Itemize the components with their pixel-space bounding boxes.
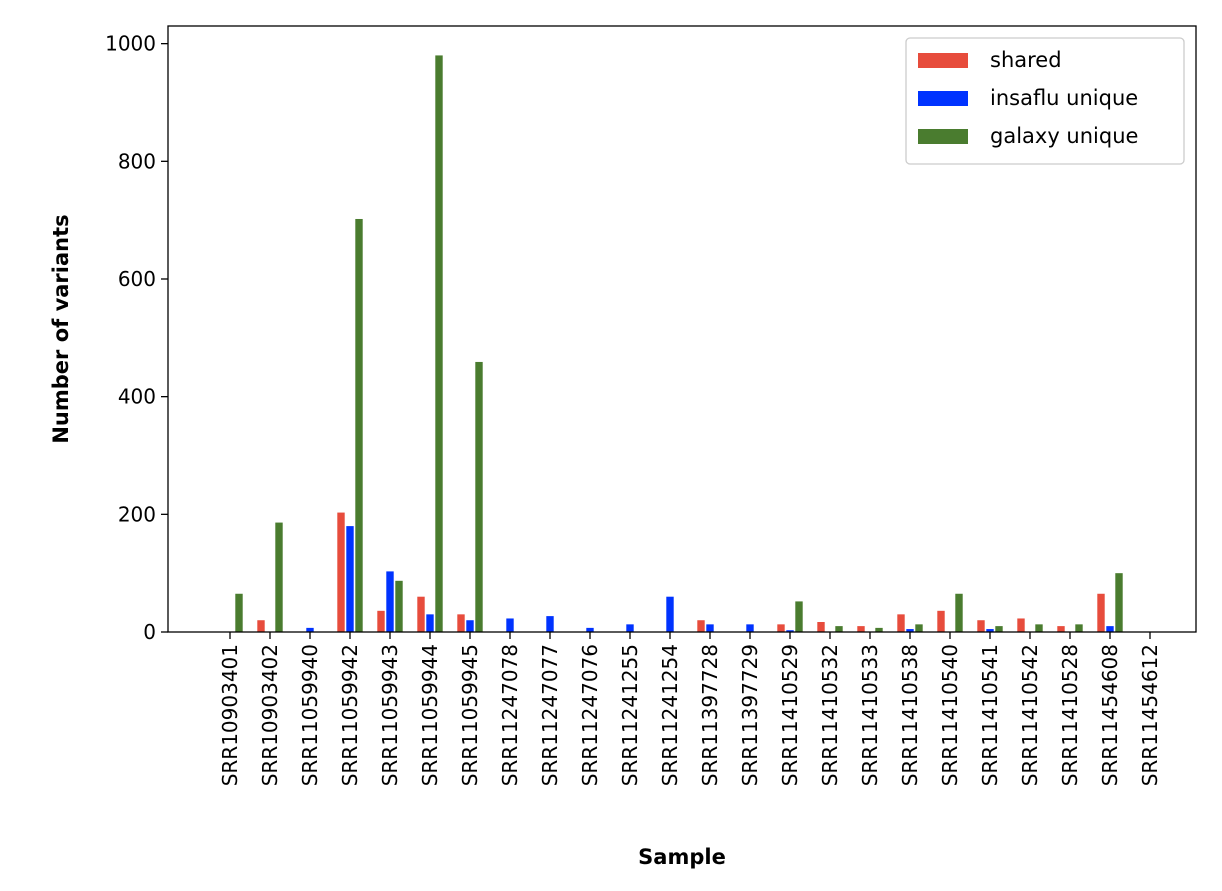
bar-galaxy-unique-SRR11410538 [915, 624, 923, 632]
legend-label-galaxy-unique: galaxy unique [990, 124, 1138, 148]
bar-insaflu-unique-SRR11247076 [586, 627, 594, 632]
bar-galaxy-unique-SRR11410540 [955, 593, 963, 632]
bar-insaflu-unique-SRR11397729 [746, 624, 754, 632]
bar-galaxy-unique-SRR11410542 [1035, 624, 1043, 632]
x-tick-label: SRR11241254 [658, 644, 682, 786]
y-tick-label: 1000 [105, 32, 156, 56]
x-tick-label: SRR11059945 [458, 644, 482, 786]
x-tick-label: SRR11247078 [498, 644, 522, 786]
bar-shared-SRR11410532 [817, 622, 825, 632]
bar-insaflu-unique-SRR11247078 [506, 618, 514, 632]
bar-insaflu-unique-SRR11241254 [666, 596, 674, 632]
bar-insaflu-unique-SRR11059943 [386, 571, 394, 632]
bar-shared-SRR11410541 [977, 620, 985, 632]
bar-galaxy-unique-SRR11059942 [355, 218, 363, 633]
x-tick-label: SRR11454612 [1138, 644, 1162, 786]
x-tick-label: SRR11410542 [1018, 644, 1042, 786]
x-tick-label: SRR11410540 [938, 644, 962, 786]
bars-layer [235, 55, 1123, 633]
x-tick-label: SRR11059942 [338, 644, 362, 786]
legend-swatch-shared [918, 53, 968, 68]
x-axis-ticks: SRR10903401 SRR10903402 SRR11059940 SRR1105… [218, 632, 1162, 786]
x-axis-label: Sample [638, 845, 726, 869]
x-tick-label: SRR11059940 [298, 644, 322, 786]
legend-label-insaflu-unique: insaflu unique [990, 86, 1138, 110]
bar-shared-SRR10903402 [257, 620, 265, 632]
bar-galaxy-unique-SRR11410529 [795, 601, 803, 632]
bar-insaflu-unique-SRR11247077 [546, 616, 554, 632]
legend: shared insaflu unique galaxy unique [905, 37, 1185, 165]
x-tick-label: SRR11397729 [738, 644, 762, 786]
legend-box [905, 37, 1185, 165]
y-axis-ticks: 0 200 400 600 800 1000 [105, 32, 168, 644]
plot-frame [167, 25, 1197, 633]
bar-galaxy-unique-SRR11059944 [435, 55, 443, 633]
bar-insaflu-unique-SRR11059940 [306, 627, 314, 632]
x-tick-label: SRR11410541 [978, 644, 1002, 786]
bar-insaflu-unique-SRR11059944 [426, 614, 434, 632]
x-tick-label: SRR11410532 [818, 644, 842, 786]
x-tick-label: SRR11247076 [578, 644, 602, 786]
x-tick-label: SRR11410538 [898, 644, 922, 786]
bar-insaflu-unique-SRR11397728 [706, 624, 714, 632]
bar-shared-SRR11410540 [937, 610, 945, 632]
bar-shared-SRR11410538 [897, 614, 905, 632]
bar-shared-SRR11059945 [457, 614, 465, 632]
bar-galaxy-unique-SRR10903401 [235, 593, 243, 632]
x-tick-label: SRR11410533 [858, 644, 882, 786]
bar-shared-SRR11454608 [1097, 593, 1105, 632]
bar-insaflu-unique-SRR11410538 [906, 629, 914, 632]
bar-insaflu-unique-SRR11454608 [1106, 626, 1114, 632]
bar-shared-SRR11410542 [1017, 618, 1025, 632]
y-tick-label: 0 [143, 620, 156, 644]
bar-galaxy-unique-SRR11410532 [835, 626, 843, 632]
bar-galaxy-unique-SRR11410533 [875, 627, 883, 632]
x-tick-label: SRR11454608 [1098, 644, 1122, 786]
bar-galaxy-unique-SRR11410528 [1075, 624, 1083, 632]
bar-galaxy-unique-SRR11059945 [475, 361, 483, 632]
bar-insaflu-unique-SRR11241255 [626, 624, 634, 632]
bar-insaflu-unique-SRR11410529 [786, 630, 794, 632]
bar-galaxy-unique-SRR11454608 [1115, 573, 1123, 632]
x-tick-label: SRR10903402 [258, 644, 282, 786]
legend-label-shared: shared [990, 48, 1062, 72]
bar-galaxy-unique-SRR11059943 [395, 580, 403, 632]
bar-insaflu-unique-SRR11410541 [986, 629, 994, 632]
bar-shared-SRR11410528 [1057, 626, 1065, 632]
x-tick-label: SRR11241255 [618, 644, 642, 786]
x-tick-label: SRR11410529 [778, 644, 802, 786]
x-tick-label: SRR11397728 [698, 644, 722, 786]
x-tick-label: SRR11059944 [418, 644, 442, 786]
y-tick-label: 600 [118, 267, 156, 291]
bar-shared-SRR11059943 [377, 610, 385, 632]
y-axis-label: Number of variants [49, 214, 73, 443]
x-tick-label: SRR11410528 [1058, 644, 1082, 786]
y-tick-label: 200 [118, 502, 156, 526]
bar-shared-SRR11397728 [697, 620, 705, 632]
y-tick-label: 400 [118, 385, 156, 409]
bar-galaxy-unique-SRR10903402 [275, 522, 283, 632]
x-tick-label: SRR11247077 [538, 644, 562, 786]
x-tick-label: SRR11059943 [378, 644, 402, 786]
bar-galaxy-unique-SRR11410541 [995, 626, 1003, 632]
bar-insaflu-unique-SRR11059942 [346, 526, 354, 632]
legend-swatch-galaxy-unique [918, 129, 968, 144]
y-tick-label: 800 [118, 149, 156, 173]
bar-shared-SRR11410529 [777, 624, 785, 632]
legend-swatch-insaflu-unique [918, 91, 968, 106]
bar-shared-SRR11059942 [337, 512, 345, 632]
bar-shared-SRR11059944 [417, 596, 425, 632]
bar-shared-SRR11410533 [857, 626, 865, 632]
x-tick-label: SRR10903401 [218, 644, 242, 786]
bar-insaflu-unique-SRR11059945 [466, 620, 474, 632]
